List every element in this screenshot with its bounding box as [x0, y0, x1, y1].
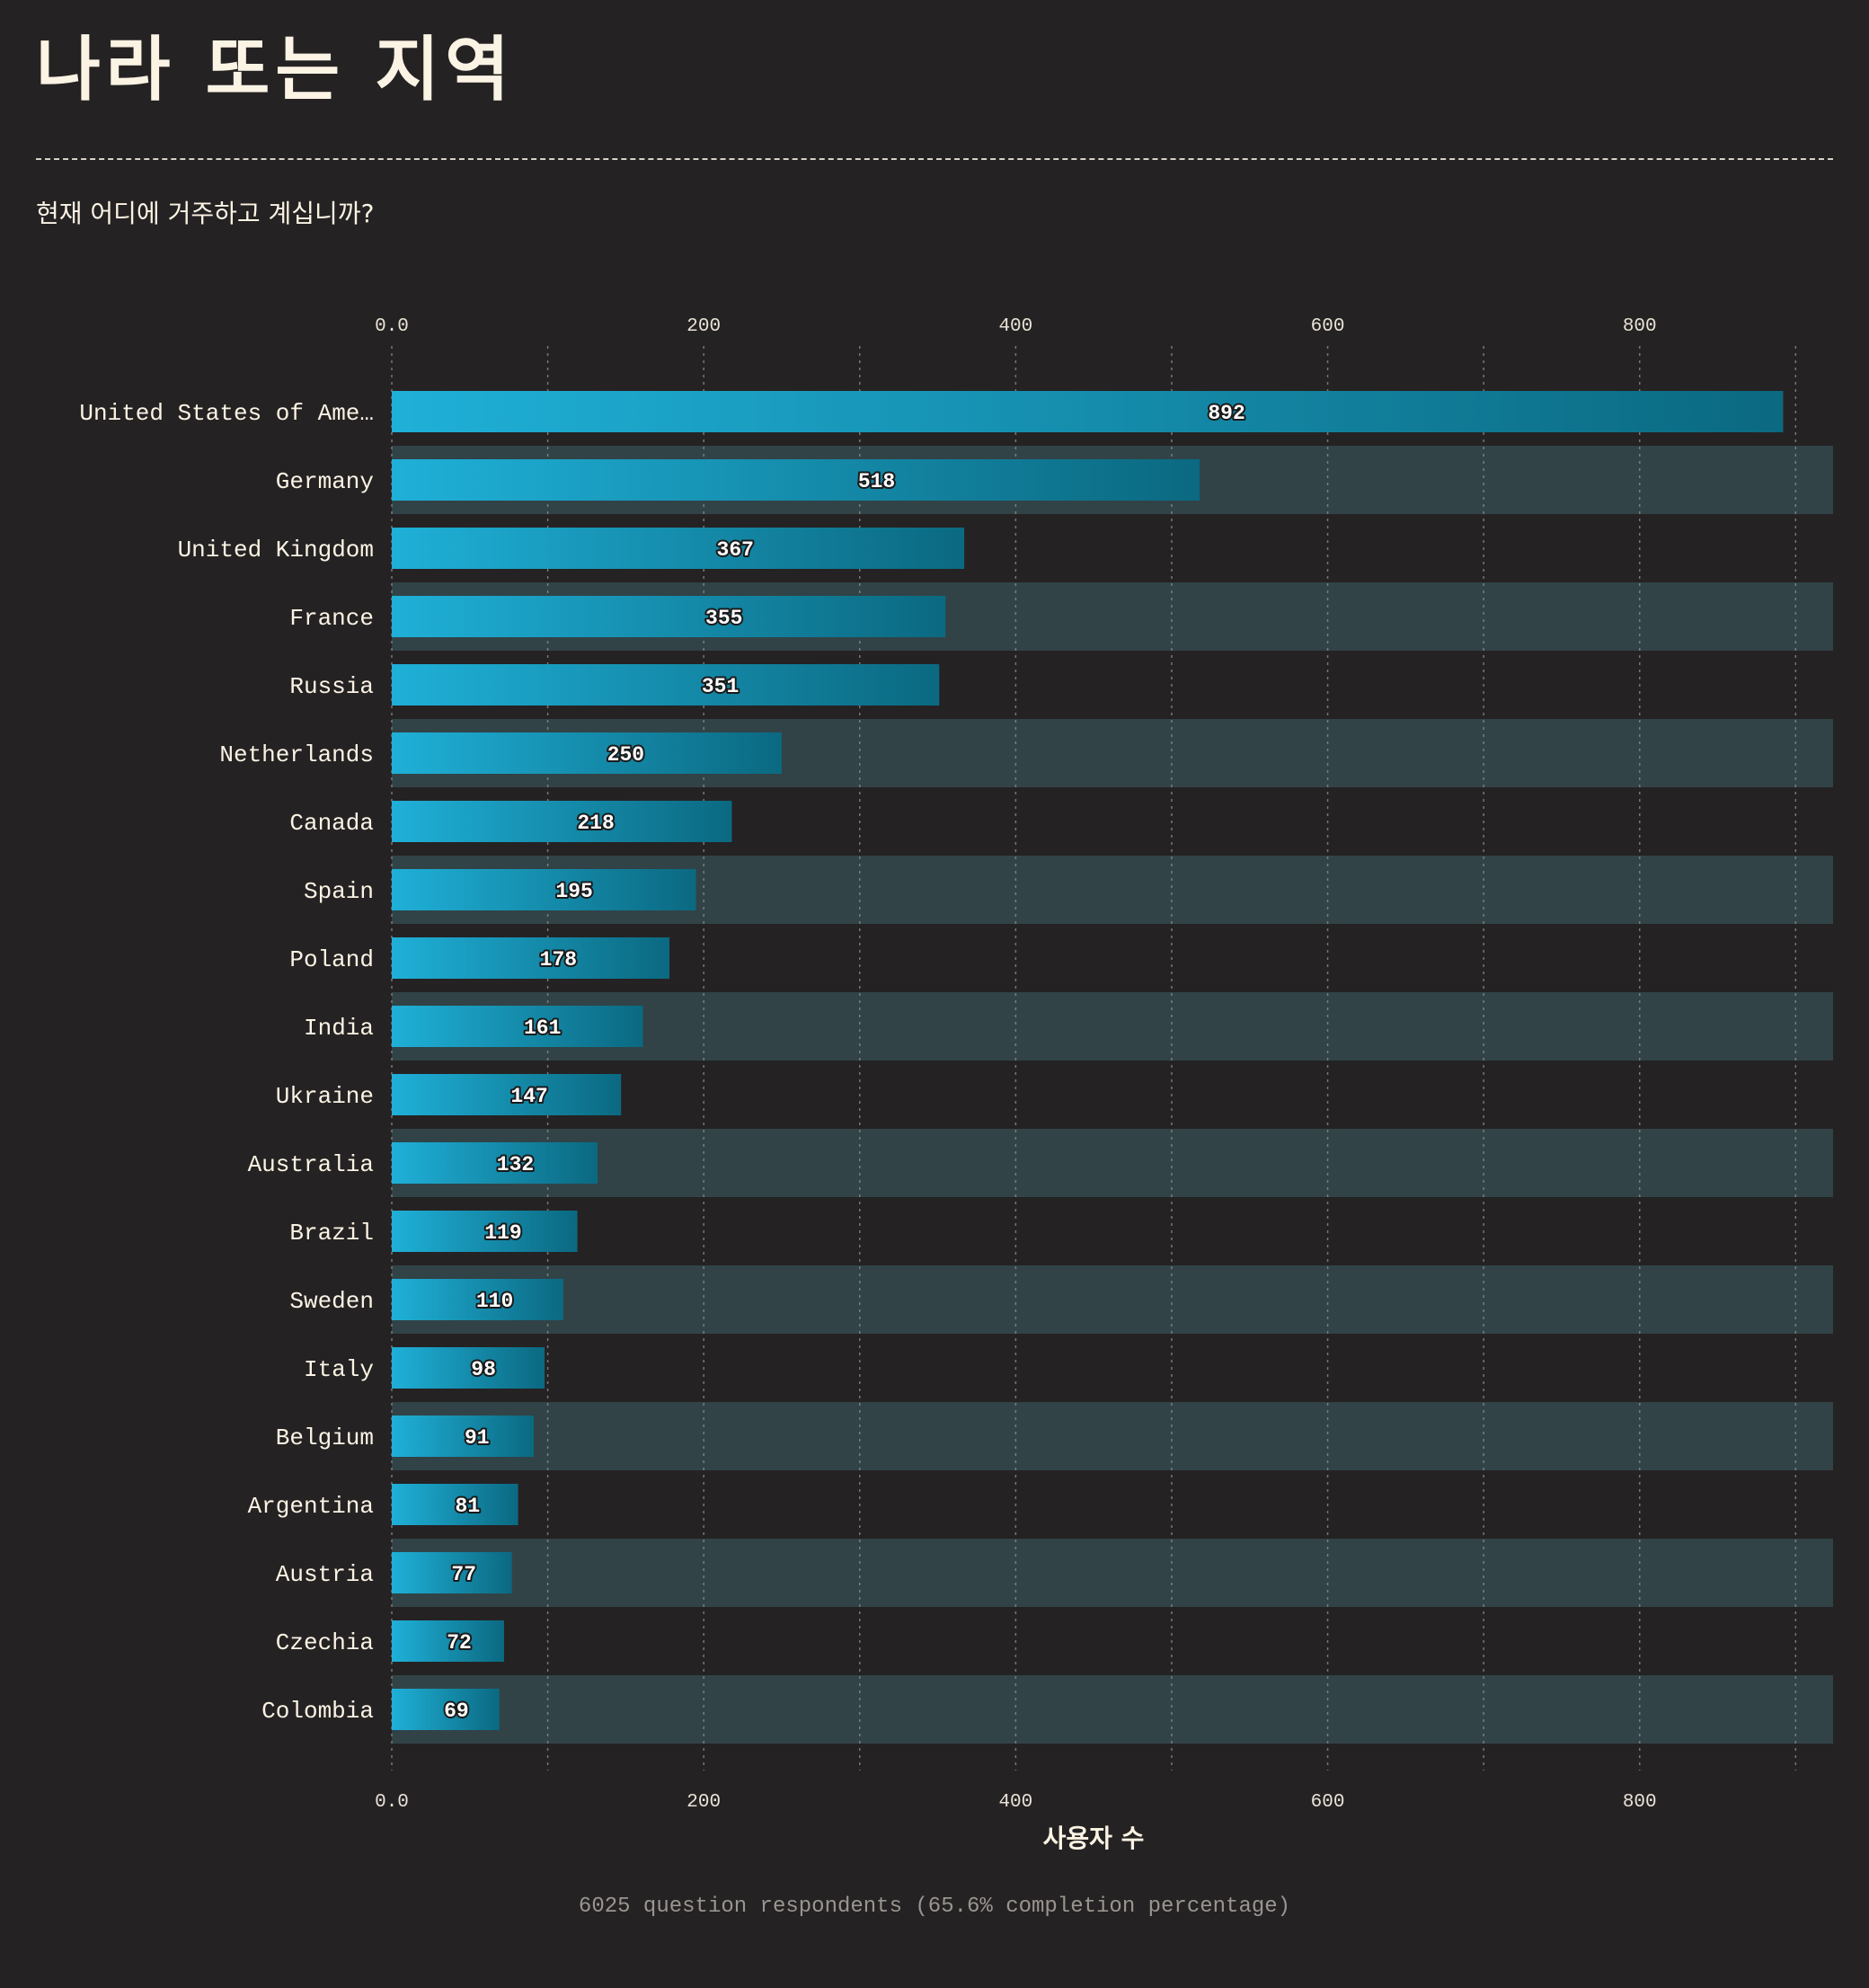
category-label: Czechia	[276, 1629, 374, 1656]
value-label: 351	[702, 675, 739, 698]
bar	[392, 1006, 643, 1047]
category-label: United Kingdom	[178, 537, 374, 564]
category-label: Poland	[289, 946, 374, 973]
category-label: Canada	[289, 810, 374, 837]
page-title: 나라 또는 지역	[36, 30, 515, 111]
x-tick-label-top: 200	[686, 316, 721, 337]
bar	[392, 937, 669, 979]
bar	[392, 1689, 500, 1730]
category-label: India	[304, 1015, 374, 1042]
category-label: Belgium	[276, 1424, 374, 1451]
x-tick-label-top: 400	[998, 316, 1032, 337]
axis-ticks: 0.0 0.0 200 200 400 400 600 600 800 800	[375, 316, 1657, 1813]
category-label: Netherlands	[219, 741, 374, 768]
value-label: 161	[524, 1016, 561, 1040]
category-label: Ukraine	[276, 1083, 374, 1110]
value-label: 518	[858, 470, 895, 493]
category-label: Austria	[276, 1561, 374, 1588]
footnote: 6025 question respondents (65.6% complet…	[578, 1895, 1291, 1919]
x-tick-label-bottom: 400	[998, 1792, 1032, 1813]
x-axis-title: 사용자 수	[1043, 1824, 1145, 1853]
bar	[392, 869, 696, 910]
x-tick-label-bottom: 200	[686, 1792, 721, 1813]
x-tick-label-bottom: 0.0	[375, 1792, 409, 1813]
bar	[392, 1211, 578, 1252]
x-tick-label-top: 800	[1623, 316, 1657, 337]
category-label: Argentina	[248, 1493, 374, 1520]
bar	[392, 528, 965, 569]
bar	[392, 1074, 622, 1115]
value-labels: 892 518 367 355 351 250 218 195 178 161 147 132 119 1…	[442, 400, 1247, 1725]
category-label: Sweden	[289, 1288, 374, 1315]
category-label: Russia	[289, 673, 374, 700]
bar	[392, 1347, 545, 1389]
value-label: 72	[447, 1631, 472, 1655]
category-label: Australia	[248, 1151, 374, 1178]
x-tick-label-bottom: 800	[1623, 1792, 1657, 1813]
bar	[392, 1416, 534, 1457]
category-label: United States of Ame…	[79, 400, 374, 427]
chart-subtitle: 현재 어디에 거주하고 계십니까?	[36, 199, 375, 228]
grid-lines	[391, 346, 1797, 1771]
bar	[392, 664, 940, 706]
category-label: Spain	[304, 878, 374, 905]
value-label: 69	[444, 1700, 469, 1723]
bar	[392, 391, 1784, 432]
row-band	[392, 1129, 1833, 1197]
value-label: 110	[476, 1290, 513, 1313]
bar	[392, 596, 946, 637]
row-bands	[392, 446, 1833, 1744]
bar	[392, 1484, 518, 1525]
value-label: 355	[705, 607, 742, 630]
category-label: Brazil	[289, 1220, 374, 1247]
x-tick-label-top: 0.0	[375, 316, 409, 337]
value-label: 195	[555, 880, 592, 903]
title-divider	[36, 158, 1833, 160]
value-label: 91	[465, 1426, 490, 1450]
bar	[392, 801, 732, 842]
row-band	[392, 1675, 1833, 1744]
value-label: 178	[540, 948, 577, 972]
bar	[392, 1279, 563, 1320]
x-tick-label-bottom: 600	[1311, 1792, 1345, 1813]
row-band	[392, 1539, 1833, 1607]
value-label: 77	[451, 1563, 476, 1586]
bars	[392, 391, 1784, 1730]
x-tick-label-top: 600	[1311, 316, 1345, 337]
row-band	[392, 1402, 1833, 1470]
category-label: France	[289, 605, 374, 632]
value-label: 147	[510, 1085, 547, 1108]
bar	[392, 1620, 504, 1662]
value-label: 132	[497, 1153, 534, 1176]
category-label: Germany	[276, 468, 374, 495]
category-label: Colombia	[261, 1698, 374, 1725]
bar	[392, 459, 1200, 501]
category-labels: United States of Ame… Germany United Kingd…	[79, 400, 374, 1725]
bar	[392, 1142, 598, 1184]
row-band	[392, 1265, 1833, 1334]
value-label: 218	[577, 812, 614, 835]
value-label: 367	[717, 538, 754, 562]
value-label: 119	[484, 1221, 521, 1245]
value-label: 98	[471, 1358, 496, 1381]
value-label: 81	[456, 1495, 481, 1518]
value-label: 892	[1208, 402, 1245, 425]
category-label: Italy	[304, 1356, 374, 1383]
bar	[392, 732, 782, 774]
bar	[392, 1552, 512, 1593]
value-label: 250	[607, 743, 644, 767]
